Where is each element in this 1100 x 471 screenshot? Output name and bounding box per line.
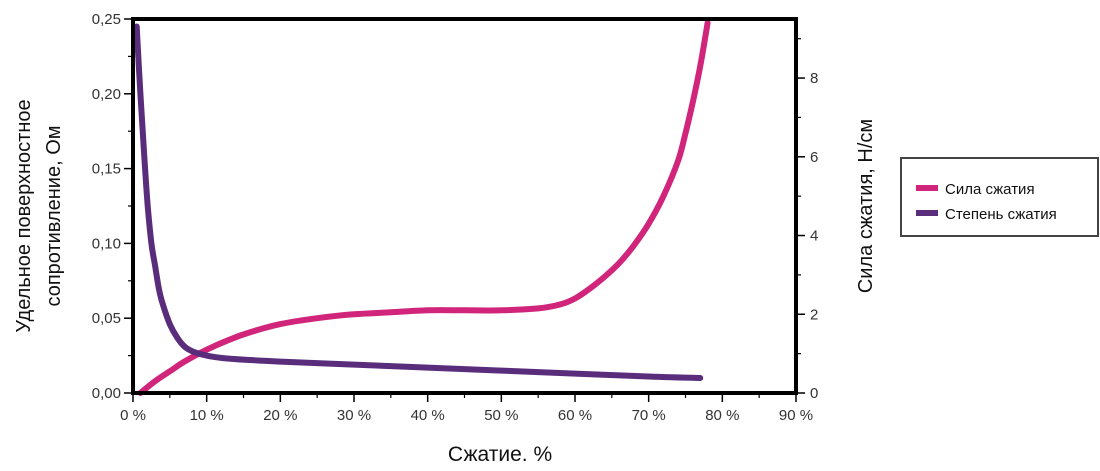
series-line-sila-szhatiya [137, 19, 711, 396]
x-tick-label: 40 % [411, 407, 445, 424]
x-tick-label: 80 % [705, 407, 739, 424]
y-right-tick-label: 2 [810, 306, 818, 323]
series-line-stepen-szhatiya [133, 23, 704, 381]
x-tick-label: 60 % [558, 407, 592, 424]
tick-labels-layer: 0 % 10 % 20 % 30 % 40 % 50 % 60 % 70 % 80 % 90 % 0… [92, 11, 819, 424]
y-right-tick-label: 6 [810, 149, 818, 166]
x-tick-label: 50 % [484, 407, 518, 424]
y-left-tick-label: 0,10 [92, 235, 121, 252]
x-tick-label: 90 % [779, 407, 813, 424]
plot-frame [131, 17, 798, 395]
legend-label-sila: Сила сжатия [945, 181, 1035, 198]
legend: Сила сжатия Степень сжатия [900, 157, 1099, 237]
y-left-tick-label: 0,05 [92, 310, 121, 327]
y-axis-left-label-line1: Удельное поверхностное [13, 99, 35, 332]
y-left-tick-label: 0,20 [92, 86, 121, 103]
x-axis-label: Сжатие. % [448, 443, 552, 466]
y-right-tick-label: 8 [810, 70, 818, 87]
y-axis-right-label: Сила сжатия, Н/см [855, 119, 877, 293]
x-tick-label: 30 % [337, 407, 371, 424]
x-tick-label: 70 % [632, 407, 666, 424]
x-tick-label: 10 % [190, 407, 224, 424]
y-left-tick-label: 0,25 [92, 11, 121, 28]
legend-label-stepen: Степень сжатия [945, 206, 1057, 223]
tick-marks-layer [124, 18, 805, 402]
series-layer [133, 19, 711, 396]
y-axis-left-label-line2: сопротивление, Ом [43, 125, 65, 306]
y-right-tick-label: 4 [810, 228, 818, 245]
y-left-tick-label: 0,15 [92, 161, 121, 178]
y-left-tick-label: 0,00 [92, 385, 121, 402]
legend-box [900, 157, 1099, 237]
x-tick-label: 20 % [263, 407, 297, 424]
x-tick-label: 0 % [120, 407, 146, 424]
y-right-tick-label: 0 [810, 385, 818, 402]
